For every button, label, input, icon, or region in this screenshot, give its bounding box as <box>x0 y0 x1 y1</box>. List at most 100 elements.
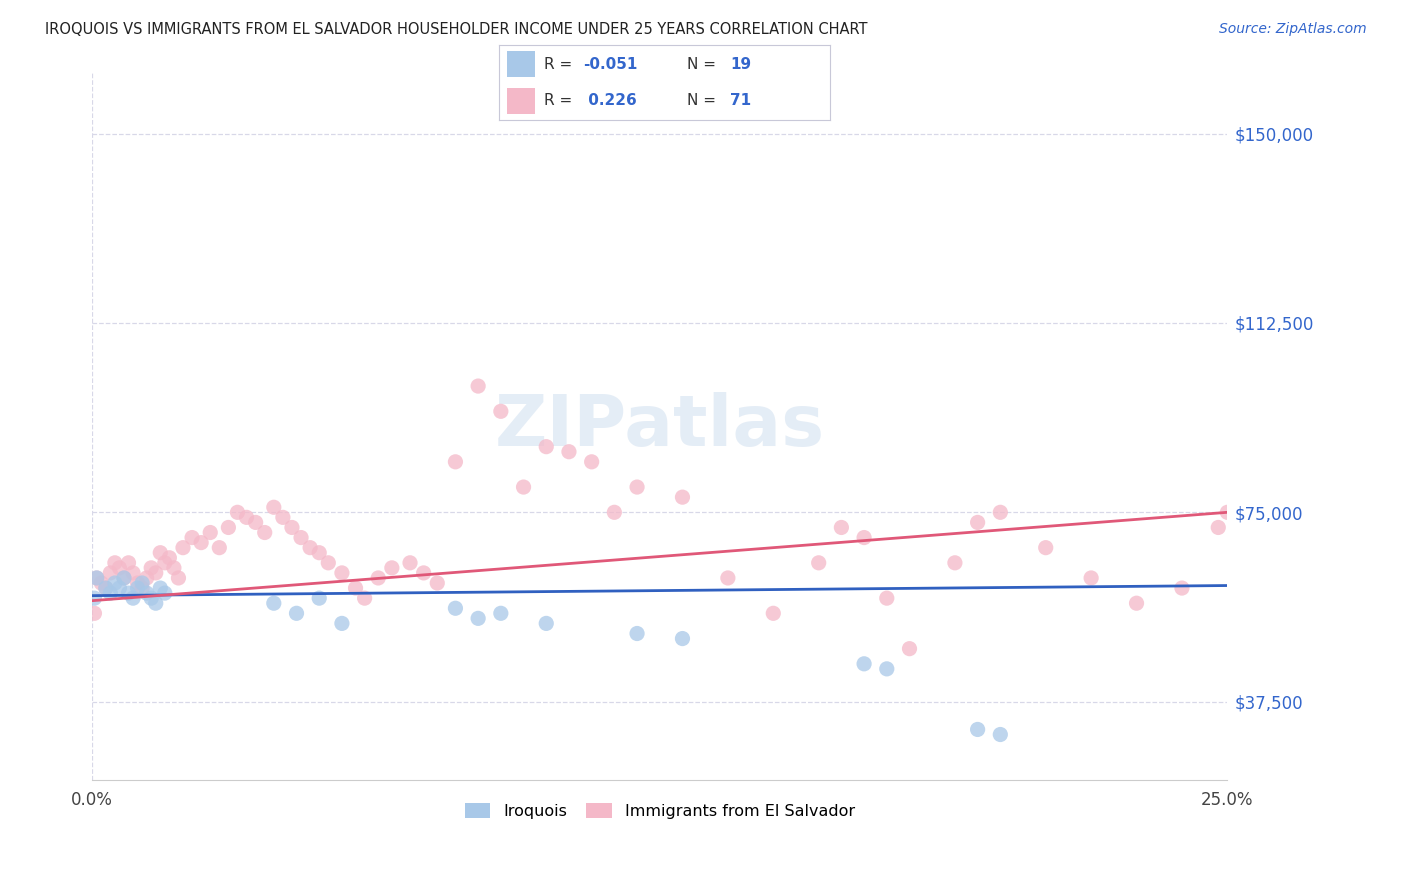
Immigrants from El Salvador <box>489 404 512 418</box>
Immigrants from El Salvador <box>145 566 167 580</box>
Immigrants from El Salvador <box>671 490 693 504</box>
Iroquois <box>127 581 149 595</box>
Immigrants from El Salvador <box>200 525 222 540</box>
Immigrants from El Salvador <box>330 566 353 580</box>
Immigrants from El Salvador <box>603 505 626 519</box>
Immigrants from El Salvador <box>467 379 489 393</box>
Immigrants from El Salvador <box>98 566 121 580</box>
Immigrants from El Salvador <box>245 516 267 530</box>
Immigrants from El Salvador <box>943 556 966 570</box>
Immigrants from El Salvador <box>581 455 603 469</box>
Immigrants from El Salvador <box>308 546 330 560</box>
Iroquois <box>108 581 131 595</box>
Iroquois <box>285 607 308 621</box>
Text: 71: 71 <box>731 93 752 108</box>
Immigrants from El Salvador <box>626 480 648 494</box>
Text: -0.051: -0.051 <box>583 57 638 72</box>
Immigrants from El Salvador <box>235 510 257 524</box>
Iroquois <box>467 611 489 625</box>
Text: R =: R = <box>544 57 576 72</box>
Immigrants from El Salvador <box>208 541 231 555</box>
Immigrants from El Salvador <box>762 607 785 621</box>
Immigrants from El Salvador <box>344 581 367 595</box>
Legend: Iroquois, Immigrants from El Salvador: Iroquois, Immigrants from El Salvador <box>458 797 860 825</box>
Immigrants from El Salvador <box>966 516 988 530</box>
Immigrants from El Salvador <box>253 525 276 540</box>
Iroquois <box>94 581 117 595</box>
Immigrants from El Salvador <box>190 535 212 549</box>
Immigrants from El Salvador <box>163 561 186 575</box>
Immigrants from El Salvador <box>94 581 117 595</box>
Immigrants from El Salvador <box>412 566 434 580</box>
Iroquois <box>876 662 898 676</box>
Iroquois <box>489 607 512 621</box>
Immigrants from El Salvador <box>1125 596 1147 610</box>
Immigrants from El Salvador <box>444 455 467 469</box>
Iroquois <box>149 581 172 595</box>
Immigrants from El Salvador <box>217 520 239 534</box>
Immigrants from El Salvador <box>1216 505 1239 519</box>
Immigrants from El Salvador <box>536 440 558 454</box>
Immigrants from El Salvador <box>117 556 139 570</box>
Iroquois <box>263 596 285 610</box>
Immigrants from El Salvador <box>263 500 285 515</box>
Immigrants from El Salvador <box>381 561 404 575</box>
Bar <box>508 87 536 113</box>
Immigrants from El Salvador <box>172 541 194 555</box>
Text: 19: 19 <box>731 57 752 72</box>
Immigrants from El Salvador <box>112 571 135 585</box>
Immigrants from El Salvador <box>83 607 105 621</box>
Text: IROQUOIS VS IMMIGRANTS FROM EL SALVADOR HOUSEHOLDER INCOME UNDER 25 YEARS CORREL: IROQUOIS VS IMMIGRANTS FROM EL SALVADOR … <box>45 22 868 37</box>
Iroquois <box>330 616 353 631</box>
Immigrants from El Salvador <box>131 581 153 595</box>
Iroquois <box>141 591 163 606</box>
Iroquois <box>112 571 135 585</box>
Iroquois <box>853 657 876 671</box>
Iroquois <box>83 591 105 606</box>
Iroquois <box>131 576 153 591</box>
Immigrants from El Salvador <box>717 571 740 585</box>
Immigrants from El Salvador <box>108 561 131 575</box>
Immigrants from El Salvador <box>104 556 127 570</box>
Iroquois <box>988 727 1011 741</box>
Iroquois <box>966 723 988 737</box>
Iroquois <box>444 601 467 615</box>
Immigrants from El Salvador <box>181 531 204 545</box>
Text: ZIPatlas: ZIPatlas <box>495 392 825 461</box>
Immigrants from El Salvador <box>141 561 163 575</box>
Bar <box>508 52 536 78</box>
Iroquois <box>117 586 139 600</box>
Immigrants from El Salvador <box>86 571 108 585</box>
Immigrants from El Salvador <box>135 571 157 585</box>
Immigrants from El Salvador <box>1206 520 1229 534</box>
Iroquois <box>86 571 108 585</box>
Iroquois <box>135 586 157 600</box>
Immigrants from El Salvador <box>807 556 830 570</box>
Immigrants from El Salvador <box>1035 541 1057 555</box>
Iroquois <box>308 591 330 606</box>
Immigrants from El Salvador <box>853 531 876 545</box>
Iroquois <box>98 586 121 600</box>
Iroquois <box>536 616 558 631</box>
Iroquois <box>626 626 648 640</box>
Immigrants from El Salvador <box>167 571 190 585</box>
Immigrants from El Salvador <box>157 550 180 565</box>
Immigrants from El Salvador <box>898 641 921 656</box>
Immigrants from El Salvador <box>512 480 534 494</box>
Text: 0.226: 0.226 <box>583 93 637 108</box>
Immigrants from El Salvador <box>149 546 172 560</box>
Text: N =: N = <box>688 57 721 72</box>
Iroquois <box>104 576 127 591</box>
Iroquois <box>122 591 145 606</box>
Immigrants from El Salvador <box>127 576 149 591</box>
Immigrants from El Salvador <box>353 591 375 606</box>
Immigrants from El Salvador <box>988 505 1011 519</box>
Text: Source: ZipAtlas.com: Source: ZipAtlas.com <box>1219 22 1367 37</box>
Immigrants from El Salvador <box>426 576 449 591</box>
Text: N =: N = <box>688 93 721 108</box>
Immigrants from El Salvador <box>1171 581 1194 595</box>
Immigrants from El Salvador <box>1080 571 1102 585</box>
Immigrants from El Salvador <box>90 576 112 591</box>
Immigrants from El Salvador <box>271 510 294 524</box>
Immigrants from El Salvador <box>876 591 898 606</box>
